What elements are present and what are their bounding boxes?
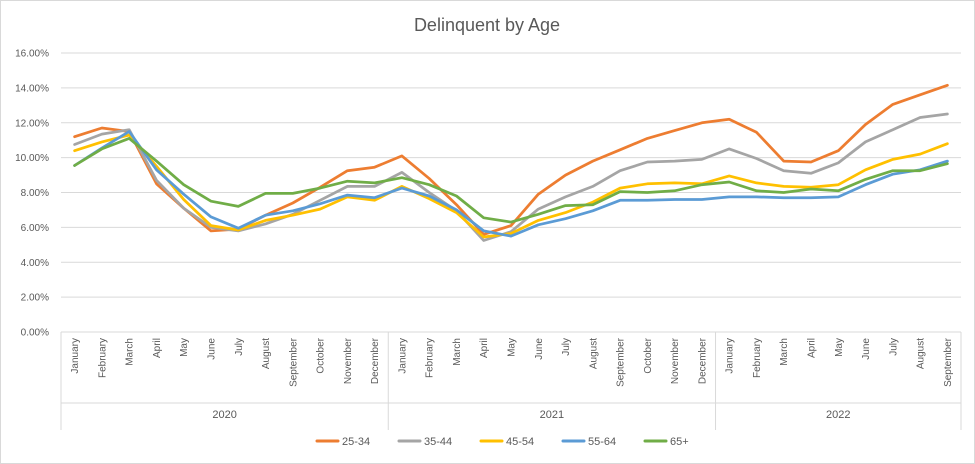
x-tick-label: June (207, 338, 218, 360)
x-tick-label: October (316, 337, 327, 373)
x-axis: January February March April May June July Augu… (60, 332, 962, 430)
x-tick-label: January (70, 338, 81, 374)
x-tick-label: January (397, 338, 408, 374)
y-tick-label: 14.00% (15, 83, 49, 94)
x-tick-label: March (452, 338, 463, 366)
legend-label: 25-34 (342, 436, 370, 448)
x-tick-label: August (261, 338, 272, 369)
y-tick-label: 10.00% (15, 153, 49, 164)
y-tick-label: 4.00% (21, 258, 49, 269)
x-tick-label: November (670, 337, 681, 384)
x-tick-label: March (125, 338, 136, 366)
y-axis-tick-labels: 0.00% 2.00% 4.00% 6.00% 8.00% 10.00% 12.00% 14.… (15, 49, 49, 339)
legend-label: 45-54 (506, 436, 534, 448)
x-tick-label: July (888, 338, 899, 356)
x-tick-label: December (697, 337, 708, 384)
y-tick-label: 12.00% (15, 118, 49, 129)
y-tick-label: 8.00% (21, 188, 49, 199)
series-lines (73, 83, 949, 242)
x-tick-label: August (588, 338, 599, 369)
x-tick-label: January (725, 338, 736, 374)
x-tick-label: February (97, 338, 108, 378)
x-tick-label: July (561, 338, 572, 356)
x-tick-label: April (807, 338, 818, 358)
x-tick-label: November (343, 337, 354, 384)
x-year-label: 2022 (826, 409, 850, 421)
legend-label: 55-64 (588, 436, 616, 448)
legend: 25-34 35-44 45-54 55-64 65+ (315, 436, 689, 448)
x-tick-label: October (643, 337, 654, 373)
x-tick-label: February (752, 338, 763, 378)
series-line-35-44 (73, 112, 949, 242)
x-tick-label: May (834, 338, 845, 357)
x-year-label: 2020 (212, 409, 236, 421)
series-line-65+ (73, 137, 949, 224)
x-tick-label: July (234, 338, 245, 356)
x-tick-label: August (916, 338, 927, 369)
legend-label: 65+ (670, 436, 689, 448)
x-tick-label: September (616, 337, 627, 387)
x-tick-label: April (479, 338, 490, 358)
legend-label: 35-44 (424, 436, 452, 448)
chart-title: Delinquent by Age (414, 15, 560, 35)
x-tick-label: June (861, 338, 872, 360)
series-line-25-34 (73, 83, 949, 236)
x-tick-label: May (179, 338, 190, 357)
x-tick-label: September (943, 337, 954, 387)
x-year-label: 2021 (540, 409, 564, 421)
x-tick-label: September (288, 337, 299, 387)
series-line-55-64 (73, 130, 949, 238)
y-tick-label: 0.00% (21, 328, 49, 339)
y-tick-label: 2.00% (21, 293, 49, 304)
x-tick-label: June (534, 338, 545, 360)
x-tick-label: April (152, 338, 163, 358)
x-tick-label: February (425, 338, 436, 378)
x-tick-label: December (370, 337, 381, 384)
series-line-45-54 (73, 133, 949, 239)
y-tick-label: 6.00% (21, 223, 49, 234)
x-tick-label: March (779, 338, 790, 366)
gridlines (61, 52, 961, 333)
x-tick-label: May (507, 338, 518, 357)
y-tick-label: 16.00% (15, 49, 49, 60)
